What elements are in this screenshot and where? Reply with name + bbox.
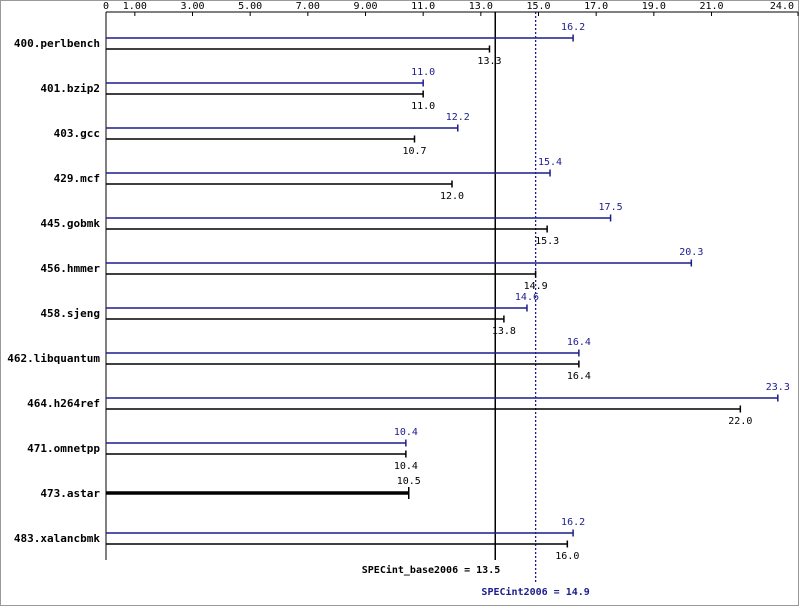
value-label: 22.0 [728, 416, 752, 427]
category-label: 445.gobmk [40, 217, 100, 230]
x-tick-label: 24.0 [770, 1, 794, 12]
x-tick-label: 21.0 [699, 1, 723, 12]
category-label: 473.astar [40, 487, 100, 500]
value-label: 11.0 [411, 67, 435, 78]
category-label: 401.bzip2 [40, 82, 100, 95]
x-tick-label: 19.0 [642, 1, 666, 12]
category-label: 471.omnetpp [27, 442, 100, 455]
value-label: 16.2 [561, 517, 585, 528]
category-label: 403.gcc [54, 127, 100, 140]
x-tick-label: 1.00 [123, 1, 147, 12]
category-label: 464.h264ref [27, 397, 100, 410]
value-label: 11.0 [411, 101, 435, 112]
value-label: 10.4 [394, 461, 418, 472]
value-label: 16.2 [561, 22, 585, 33]
value-label: 13.8 [492, 326, 516, 337]
value-label: 14.6 [515, 292, 539, 303]
value-label: 10.7 [402, 146, 426, 157]
value-label: 15.3 [535, 236, 559, 247]
value-label: 17.5 [599, 202, 623, 213]
value-label: 23.3 [766, 382, 790, 393]
category-label: 429.mcf [54, 172, 100, 185]
reference-label: SPECint2006 = 14.9 [481, 586, 589, 598]
value-label: 14.9 [524, 281, 548, 292]
value-label: 12.0 [440, 191, 464, 202]
value-label: 20.3 [679, 247, 703, 258]
x-tick-label: 13.0 [469, 1, 493, 12]
value-label: 15.4 [538, 157, 562, 168]
category-label: 400.perlbench [14, 37, 100, 50]
x-tick-label: 15.0 [526, 1, 550, 12]
category-label: 462.libquantum [7, 352, 100, 365]
reference-label: SPECint_base2006 = 13.5 [362, 564, 500, 576]
x-tick-label: 0 [103, 1, 109, 12]
value-label: 10.5 [397, 476, 421, 487]
value-label: 16.4 [567, 337, 591, 348]
value-label: 13.3 [477, 56, 501, 67]
category-label: 458.sjeng [40, 307, 100, 320]
value-label: 10.4 [394, 427, 418, 438]
category-label: 483.xalancbmk [14, 532, 100, 545]
x-tick-label: 17.0 [584, 1, 608, 12]
x-tick-label: 11.0 [411, 1, 435, 12]
value-label: 12.2 [446, 112, 470, 123]
x-tick-label: 3.00 [180, 1, 204, 12]
value-label: 16.0 [555, 551, 579, 562]
value-label: 16.4 [567, 371, 591, 382]
category-label: 456.hmmer [40, 262, 100, 275]
x-tick-label: 5.00 [238, 1, 262, 12]
x-tick-label: 7.00 [296, 1, 320, 12]
x-tick-label: 9.00 [353, 1, 377, 12]
